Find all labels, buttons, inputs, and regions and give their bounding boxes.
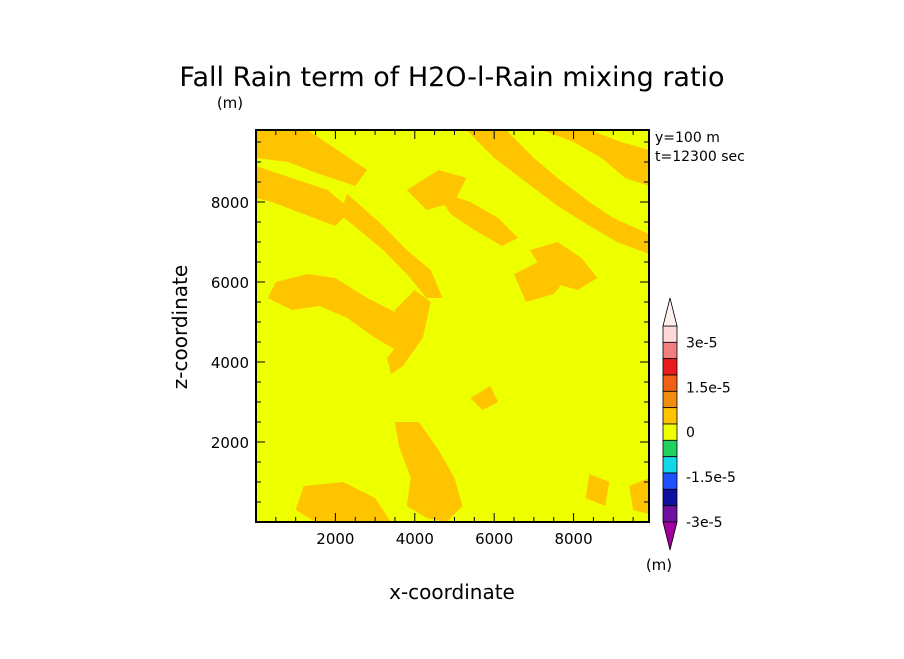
contour-region-7 — [466, 130, 649, 254]
colorbar-level-2 — [662, 358, 678, 376]
colorbar-top-arrow — [662, 297, 678, 327]
colorbar-level-7 — [662, 439, 678, 458]
plot-frame — [255, 129, 650, 523]
contour-region-2 — [339, 194, 443, 298]
contour-region-8 — [541, 130, 649, 186]
colorbar-tick-label: -1.5e-5 — [686, 470, 736, 486]
colorbar-tick-label: 0 — [686, 425, 695, 441]
x-tick-label: 6000 — [475, 530, 513, 548]
y-axis-label: z-coordinate — [168, 265, 192, 389]
contour-region-12 — [295, 482, 391, 522]
x-axis-label: x-coordinate — [389, 580, 515, 604]
annotation-y-slice: y=100 m — [655, 130, 720, 146]
contour-region-10 — [514, 258, 574, 302]
axis-ticks: 2000 4000 6000 8000 2000 4000 6000 8000 — [211, 130, 649, 548]
colorbar-level-10 — [662, 488, 678, 507]
chart-title: Fall Rain term of H2O-l-Rain mixing rati… — [179, 62, 724, 93]
colorbar: 3e-5 1.5e-5 0 -1.5e-5 -3e-5 — [662, 297, 736, 551]
colorbar-level-11 — [662, 505, 678, 523]
colorbar-level-3 — [662, 374, 678, 392]
contour-region-13 — [470, 386, 499, 410]
plot-area: 2000 4000 6000 8000 2000 4000 6000 8000 — [211, 129, 650, 548]
contour-region-4 — [387, 290, 431, 374]
colorbar-level-0 — [662, 325, 678, 343]
colorbar-level-1 — [662, 341, 678, 360]
colorbar-level-6 — [662, 423, 678, 441]
colorbar-units-label: (m) — [646, 556, 672, 574]
y-tick-label: 8000 — [211, 194, 249, 212]
colorbar-level-9 — [662, 472, 678, 490]
contour-region-15 — [629, 478, 649, 514]
y-tick-label: 6000 — [211, 274, 249, 292]
colorbar-bottom-arrow — [662, 521, 678, 551]
x-tick-label: 2000 — [316, 530, 354, 548]
contour-region-1 — [256, 166, 352, 226]
contour-region-6 — [434, 190, 518, 246]
contour-region-14 — [585, 474, 610, 506]
annotation-time: t=12300 sec — [655, 149, 745, 165]
units-label-top: (m) — [217, 94, 243, 112]
colorbar-level-4 — [662, 390, 678, 409]
contour-region-3 — [267, 274, 415, 354]
colorbar-level-5 — [662, 407, 678, 425]
y-tick-label: 4000 — [211, 354, 249, 372]
x-tick-label: 4000 — [396, 530, 434, 548]
x-tick-label: 8000 — [554, 530, 592, 548]
y-tick-label: 2000 — [211, 434, 249, 452]
colorbar-level-8 — [662, 456, 678, 474]
colorbar-tick-label: 3e-5 — [686, 335, 717, 351]
contour-region-0 — [256, 130, 368, 186]
contour-regions — [256, 130, 649, 522]
contour-region-11 — [394, 422, 463, 522]
colorbar-tick-label: 1.5e-5 — [686, 380, 731, 396]
colorbar-tick-label: -3e-5 — [686, 515, 723, 531]
